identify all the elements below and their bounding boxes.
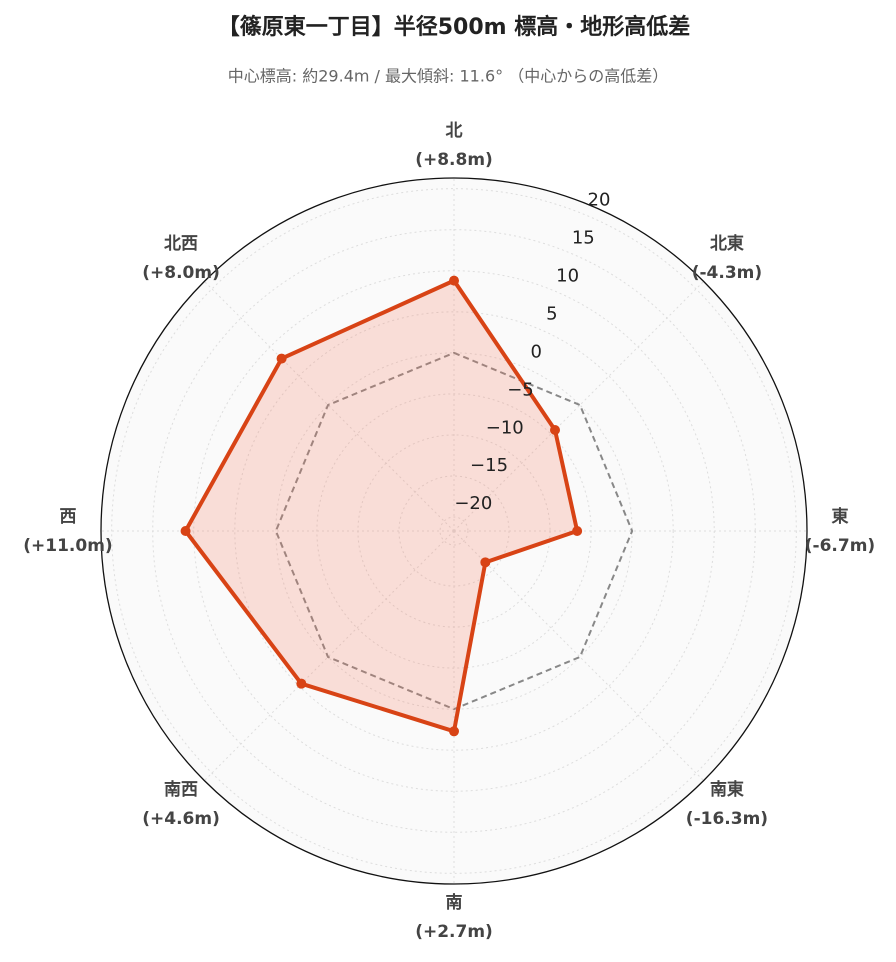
category-label: 東	[832, 506, 849, 527]
chart-subtitle: 中心標高: 約29.4m / 最大傾斜: 11.6° （中心からの高低差）	[228, 67, 668, 86]
grid-ring	[111, 188, 797, 874]
category-label: 北西	[164, 234, 198, 254]
radial-tick-label: −20	[454, 493, 492, 514]
radial-tick-label: 15	[572, 228, 595, 249]
radial-tick-label: 20	[588, 190, 611, 211]
data-point	[296, 678, 307, 689]
value-label: (+11.0m)	[23, 536, 112, 556]
chart-title: 【篠原東一丁目】半径500m 標高・地形高低差	[218, 14, 691, 40]
plot-border	[100, 177, 808, 885]
value-label: (+4.6m)	[142, 809, 220, 829]
data-point	[180, 526, 191, 536]
radial-tick-label: 0	[530, 341, 541, 362]
grid-spoke	[204, 530, 455, 781]
category-label: 南東	[710, 779, 744, 800]
value-label: (+8.0m)	[142, 263, 220, 283]
grid-ring	[234, 311, 674, 751]
radial-tick-label: −15	[470, 455, 508, 476]
grid-ring	[316, 393, 592, 669]
data-point	[276, 353, 287, 364]
data-point	[572, 526, 583, 536]
grid-spoke	[204, 281, 455, 532]
value-label: (-4.3m)	[692, 263, 762, 283]
value-label: (-16.3m)	[686, 809, 768, 829]
reference-line	[274, 351, 634, 711]
value-label: (+8.8m)	[415, 150, 493, 170]
radial-tick-label: −5	[507, 379, 534, 400]
grid-spoke	[453, 281, 704, 532]
value-label: (+2.7m)	[415, 922, 493, 942]
category-label: 西	[60, 507, 77, 527]
category-label: 北東	[710, 233, 744, 254]
radial-tick-label: 5	[546, 303, 557, 324]
data-point	[449, 726, 459, 737]
category-label: 南	[446, 892, 463, 913]
category-label: 北	[446, 121, 463, 141]
data-point	[449, 275, 459, 286]
grid-ring	[439, 516, 469, 546]
value-label: (-6.7m)	[805, 536, 875, 556]
data-point	[550, 424, 561, 435]
radial-tick-label: 10	[556, 266, 579, 287]
category-label: 南西	[164, 779, 198, 800]
grid-spoke	[453, 530, 704, 781]
radial-tick-label: −10	[486, 417, 524, 438]
data-point	[480, 557, 491, 568]
